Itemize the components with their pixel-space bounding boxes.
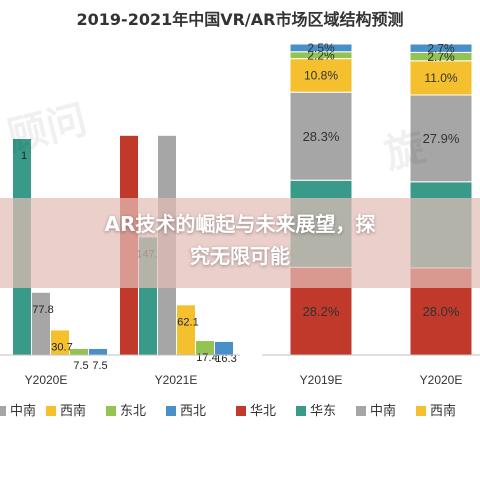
bar-label-Y2020E-西北: 7.5 bbox=[92, 360, 107, 372]
stack-label-Y2020E-西南: 11.0% bbox=[424, 71, 457, 85]
legend-label-中南: 中南 bbox=[370, 403, 396, 419]
x-tick-right-Y2020E: Y2020E bbox=[420, 373, 463, 387]
chart-title: 2019-2021年中国VR/AR市场区域结构预测 bbox=[76, 10, 404, 29]
headline-line-2: 究无限可能 bbox=[190, 244, 290, 268]
bar-label-Y2020E-华东: 1 bbox=[21, 150, 27, 162]
stack-label-Y2019E-华北: 28.2% bbox=[303, 304, 340, 319]
headline-text: AR技术的崛起与未来展望，探 究无限可能 bbox=[20, 208, 460, 272]
bar-Y2020E-东北 bbox=[70, 349, 88, 355]
bar-Y2021E-西南 bbox=[177, 305, 195, 355]
legend: 中南 西南 东北 西北 华北 华东 中南 西南 bbox=[0, 403, 456, 419]
legend-swatch-华北 bbox=[236, 406, 246, 416]
stack-Y2019E-西南 bbox=[289, 58, 353, 93]
stack-label-Y2019E-西南: 10.8% bbox=[304, 69, 338, 83]
stack-Y2020E-西北 bbox=[409, 43, 473, 53]
bar-label-Y2021E-西南: 62.1 bbox=[177, 316, 198, 328]
bar-label-Y2020E-西南: 30.7 bbox=[51, 341, 72, 353]
bar-Y2020E-西北 bbox=[89, 349, 107, 355]
headline-banner: AR技术的崛起与未来展望，探 究无限可能 bbox=[0, 198, 480, 288]
legend-label-西北: 西北 bbox=[180, 404, 206, 419]
stack-label-Y2019E-西北: 2.5% bbox=[307, 41, 335, 55]
stack-Y2019E-中南 bbox=[289, 91, 353, 181]
x-tick-left-Y2021E: Y2021E bbox=[155, 373, 198, 387]
legend-label-华东: 华东 bbox=[310, 404, 336, 419]
stack-label-Y2019E-中南: 28.3% bbox=[303, 129, 340, 144]
bar-Y2021E-东北 bbox=[196, 341, 214, 355]
stack-label-Y2020E-西北: 2.7% bbox=[427, 42, 455, 56]
legend-label-华北: 华北 bbox=[250, 404, 276, 419]
legend-label-东北: 东北 bbox=[120, 404, 146, 419]
stack-Y2019E-西北 bbox=[289, 43, 353, 53]
legend-swatch-西北 bbox=[166, 406, 176, 416]
legend-swatch-西南 bbox=[416, 406, 426, 416]
stack-label-Y2020E-华北: 28.0% bbox=[423, 304, 460, 319]
x-tick-left-Y2020E: Y2020E bbox=[25, 373, 68, 387]
bar-label-Y2020E-中南: 77.8 bbox=[32, 304, 53, 316]
bar-Y2020E-西南 bbox=[51, 330, 69, 355]
legend-label-中南: 中南 bbox=[10, 403, 36, 419]
legend-swatch-西南 bbox=[46, 406, 56, 416]
x-tick-right-Y2019E: Y2019E bbox=[300, 373, 343, 387]
stack-label-Y2020E-中南: 27.9% bbox=[423, 131, 460, 146]
headline-line-1: AR技术的崛起与未来展望，探 bbox=[104, 212, 376, 236]
legend-swatch-华东 bbox=[296, 406, 306, 416]
legend-label-西南: 西南 bbox=[60, 403, 86, 419]
legend-swatch-中南 bbox=[0, 406, 6, 416]
stack-Y2020E-中南 bbox=[409, 94, 473, 183]
bar-Y2021E-西北 bbox=[215, 341, 233, 355]
bar-label-Y2020E-东北: 7.5 bbox=[73, 360, 88, 372]
chart-axes: Y2020E Y2021E Y2019E Y2020E bbox=[0, 354, 480, 387]
stack-Y2020E-西南 bbox=[409, 60, 473, 96]
bar-Y2020E-中南 bbox=[32, 292, 50, 355]
legend-swatch-中南 bbox=[356, 406, 366, 416]
legend-swatch-东北 bbox=[106, 406, 116, 416]
stack-label-Y2020E-东北: 2.7% bbox=[427, 50, 455, 64]
legend-label-西南: 西南 bbox=[430, 403, 456, 419]
bar-label-Y2021E-西北: 16.3 bbox=[215, 353, 236, 365]
